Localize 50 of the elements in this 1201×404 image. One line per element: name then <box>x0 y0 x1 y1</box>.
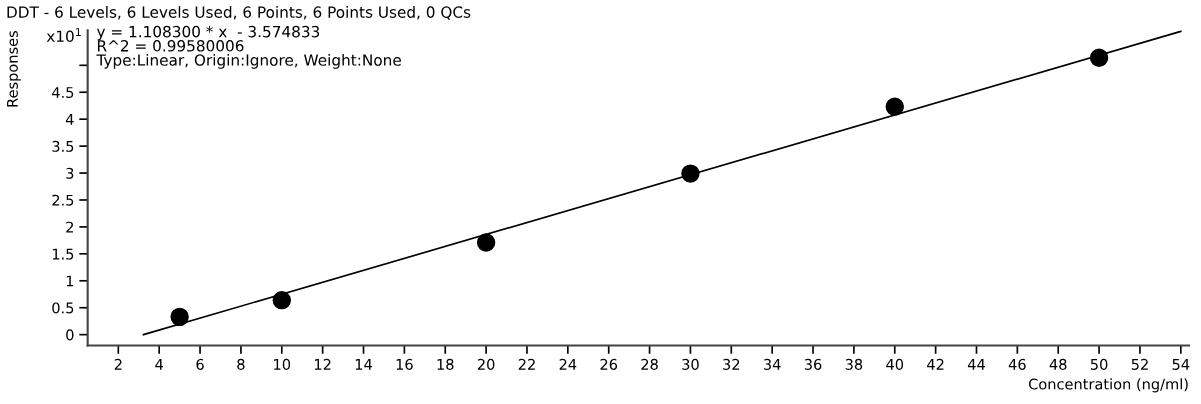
y-tick-label: 4.5 <box>52 87 74 98</box>
x-tick-label: 10 <box>274 358 291 370</box>
annotation: R^2 = 0.99580006 <box>97 40 244 52</box>
point <box>681 164 700 183</box>
y-tick-label: 3 <box>66 167 74 179</box>
x-tick-label: 8 <box>237 358 245 370</box>
x-tick-label: 22 <box>518 358 535 370</box>
y-tick-label: 4 <box>65 114 74 125</box>
x-tick-label: 14 <box>355 359 372 370</box>
point <box>272 290 291 310</box>
y-tick-label: 3.5 <box>52 140 74 152</box>
x-tick-label: 36 <box>804 358 822 370</box>
x-tick-label: 42 <box>927 358 944 370</box>
x-tick-label: 44 <box>967 359 985 370</box>
x-tick-label: 52 <box>1131 358 1148 370</box>
x-tick-label: 38 <box>845 358 863 370</box>
point <box>476 233 496 252</box>
x-tick-label: 24 <box>559 358 577 370</box>
x-tick-label: 26 <box>600 358 618 370</box>
y-tick-label: 0.5 <box>52 302 74 314</box>
annotation: y = 1.108300 * x - 3.574833 <box>96 25 320 41</box>
x-tick-label: 46 <box>1008 358 1026 370</box>
x-tick-label: 54 <box>1172 359 1190 370</box>
y-tick-label: 2.5 <box>52 194 74 206</box>
point <box>170 307 189 327</box>
y-tick-label: 2 <box>66 221 74 233</box>
chart-title: DDT - 6 Levels, 6 Levels Used, 6 Points, 6 Points Used, 0 QCs <box>7 6 471 20</box>
y-axis-title: Responses <box>7 31 21 107</box>
y-tick-label: 1 <box>66 275 74 287</box>
x-tick-label: 12 <box>314 358 331 370</box>
x-axis-title: Concentration (ng/ml) <box>1028 378 1188 393</box>
x-tick-label: 4 <box>155 359 164 370</box>
x-tick-label: 32 <box>723 358 740 370</box>
x-tick-label: 6 <box>196 358 204 370</box>
text: x10$^{1}$ <box>46 28 81 43</box>
annotation: Type:Linear, Origin:Ignore, Weight:None <box>96 53 401 69</box>
x-tick-label: 34 <box>764 358 781 370</box>
y-tick-label: 0 <box>66 329 74 341</box>
y-tick-label: 1.5 <box>52 248 74 260</box>
point <box>1089 48 1109 67</box>
x-tick-label: 40 <box>886 358 904 370</box>
point <box>885 97 904 116</box>
x-tick-label: 2 <box>114 358 122 370</box>
x-tick-label: 20 <box>477 358 495 370</box>
x-tick-label: 30 <box>682 358 699 370</box>
x-tick-label: 50 <box>1090 358 1108 370</box>
x-tick-label: 18 <box>437 358 454 370</box>
x-tick-label: 16 <box>396 358 413 370</box>
x-tick-label: 28 <box>641 358 658 370</box>
x-tick-label: 48 <box>1049 358 1067 370</box>
